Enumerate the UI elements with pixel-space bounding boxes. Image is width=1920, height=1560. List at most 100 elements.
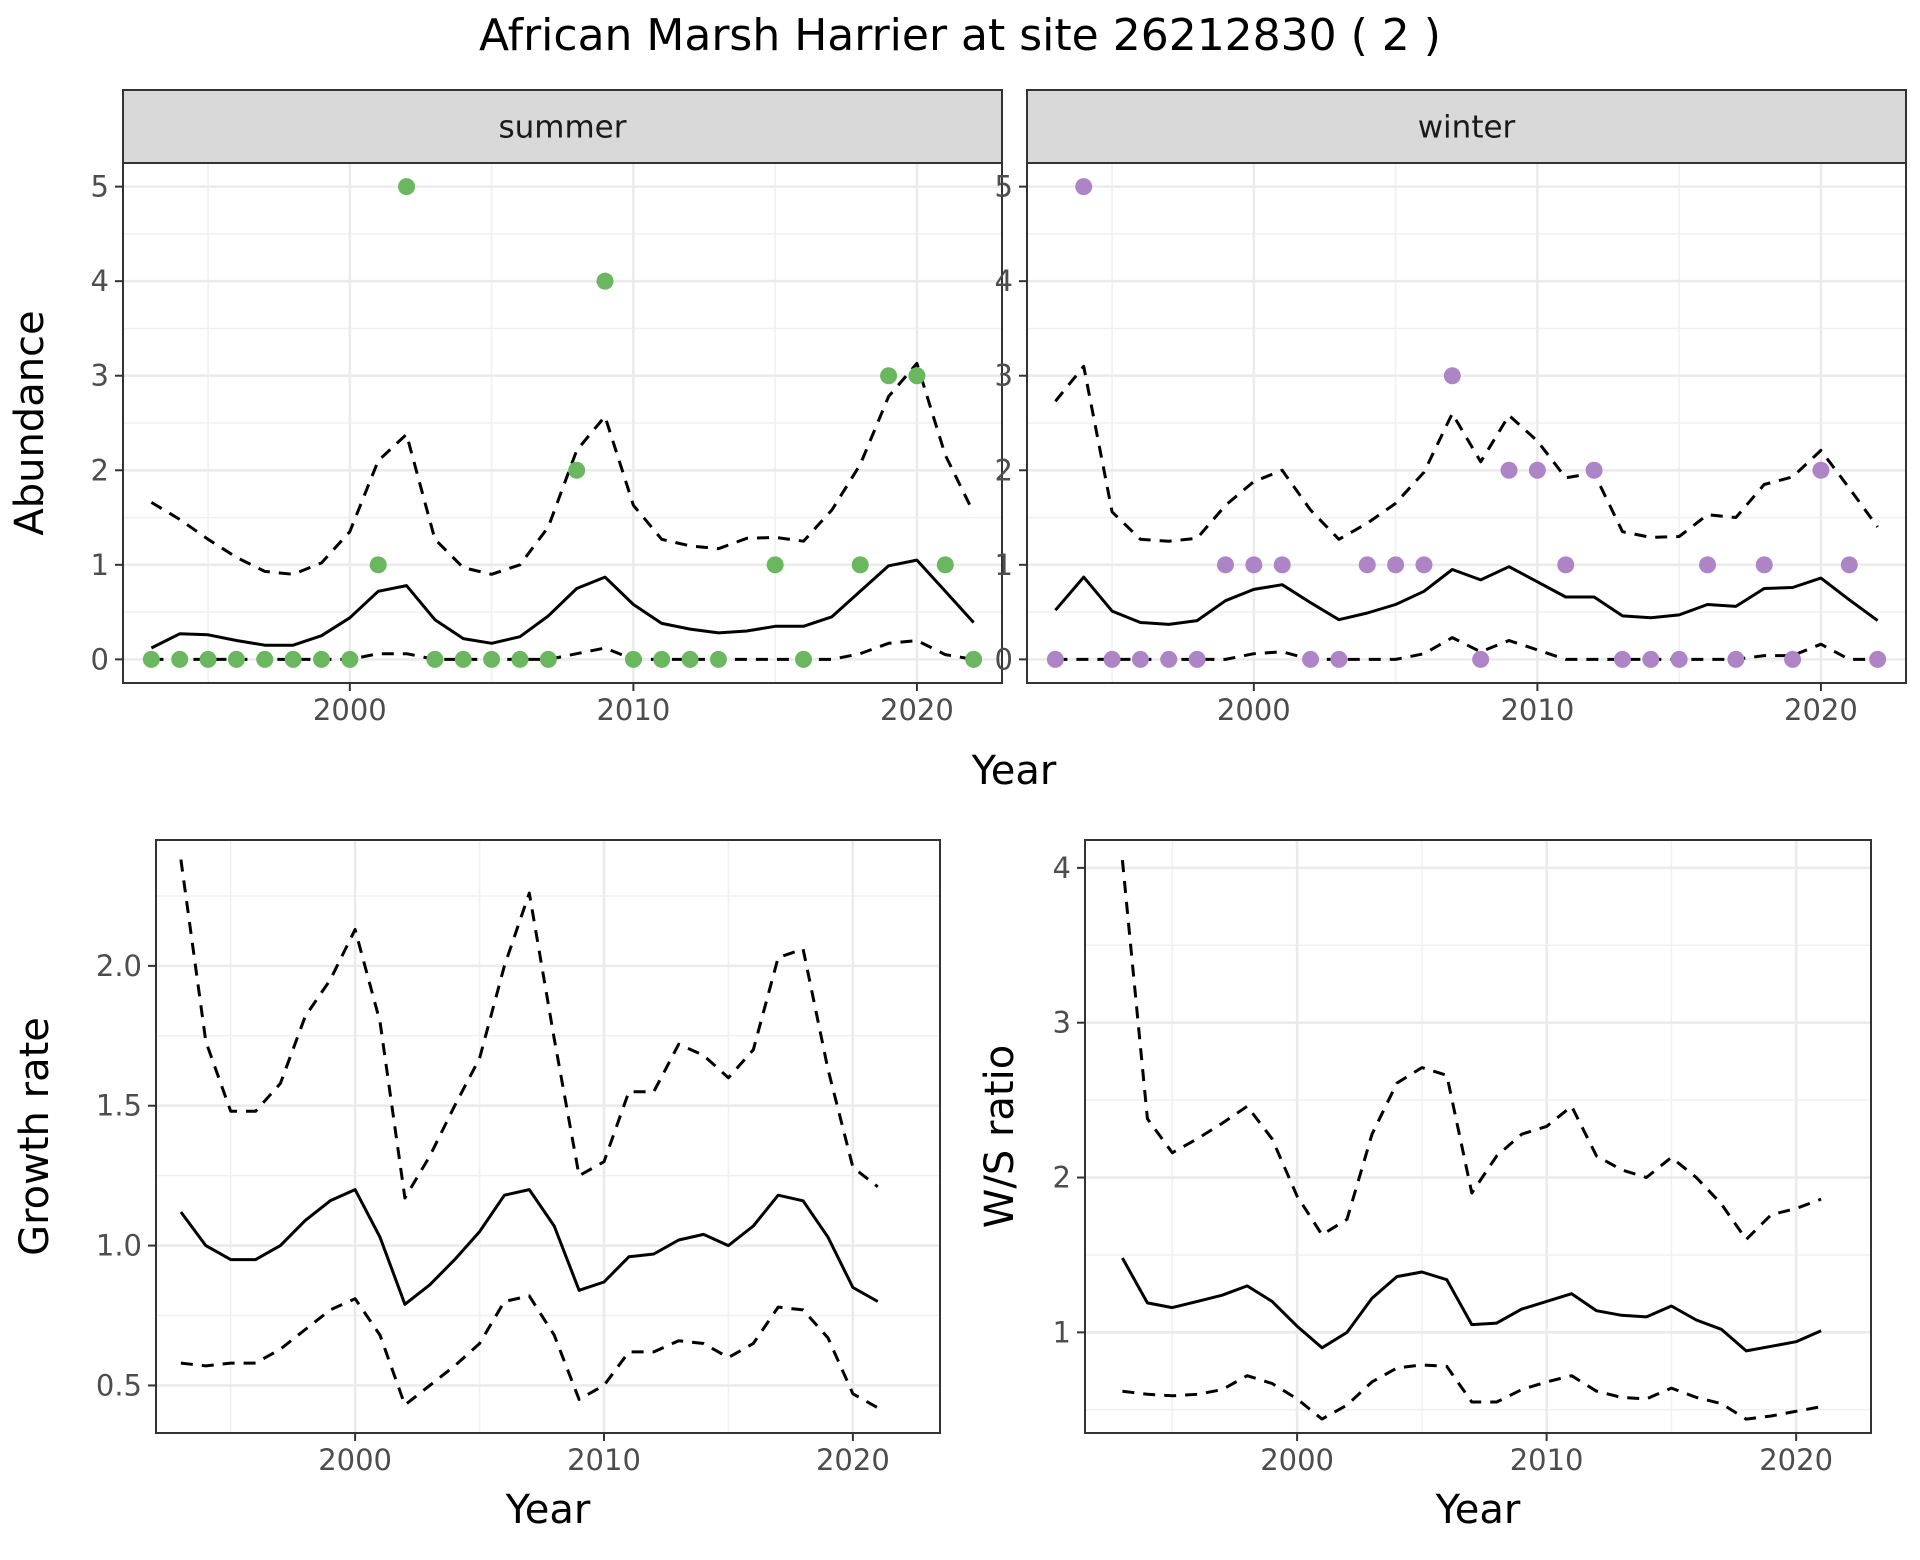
x-tick-label: 2010	[596, 693, 670, 727]
facet-strip	[1026, 89, 1907, 164]
upper-bound-line	[1120, 859, 1822, 1241]
data-point	[880, 367, 898, 385]
data-point	[596, 272, 614, 290]
data-point	[766, 556, 784, 574]
data-point	[1727, 650, 1745, 668]
x-tick-label: 2000	[313, 693, 387, 727]
data-point	[199, 650, 217, 668]
data-point	[1103, 650, 1121, 668]
panel-border	[1084, 839, 1872, 1434]
y-tick-label: 4	[91, 264, 109, 298]
panel-winter: winter 2000 2010 2020 0 1 2 3 4 5	[995, 89, 1907, 727]
data-point	[1869, 650, 1887, 668]
data-point	[1528, 461, 1546, 479]
data-point	[1330, 650, 1348, 668]
data-point	[1358, 556, 1376, 574]
data-point	[1472, 650, 1490, 668]
data-point	[653, 650, 671, 668]
x-tick-label: 2010	[567, 1443, 641, 1477]
data-point	[454, 650, 472, 668]
panel-summer: summer 2000 2010 2020 0 1 2 3 4 5 Abundance	[7, 89, 1003, 727]
x-tick-label: 2000	[318, 1443, 392, 1477]
data-point	[1557, 556, 1575, 574]
data-point	[1670, 650, 1688, 668]
data-point	[1245, 556, 1263, 574]
data-point	[709, 650, 727, 668]
data-point	[568, 461, 586, 479]
data-point	[851, 556, 869, 574]
x-tick-label: 2010	[1510, 1443, 1584, 1477]
upper-bound-line	[179, 859, 879, 1200]
y-tick-label: 4	[995, 264, 1013, 298]
data-point	[227, 650, 245, 668]
data-point	[171, 650, 189, 668]
y-tick-label: 0.5	[96, 1368, 142, 1402]
data-point	[483, 650, 501, 668]
x-axis-title: Year	[505, 1487, 591, 1533]
y-tick-label: 3	[91, 359, 109, 393]
data-point	[1216, 556, 1234, 574]
y-tick-label: 3	[995, 359, 1013, 393]
facet-strip	[122, 89, 1003, 164]
data-point	[1302, 650, 1320, 668]
data-point	[1443, 367, 1461, 385]
y-tick-label: 2	[91, 453, 109, 487]
y-tick-label: 5	[91, 170, 109, 204]
panels-layer: summer 2000 2010 2020 0 1 2 3 4 5 Abundance winter 2…	[7, 89, 1907, 1533]
data-point	[1699, 556, 1717, 574]
x-tick-label: 2020	[1759, 1443, 1833, 1477]
data-point	[936, 556, 954, 574]
data-point	[1585, 461, 1603, 479]
data-point	[398, 178, 416, 196]
data-point	[426, 650, 444, 668]
x-tick-label: 2000	[1260, 1443, 1334, 1477]
data-point	[1387, 556, 1405, 574]
data-point	[341, 650, 359, 668]
data-point	[1075, 178, 1093, 196]
y-axis-title: W/S ratio	[977, 1045, 1023, 1228]
x-tick-label: 2010	[1500, 693, 1574, 727]
data-point	[1500, 461, 1518, 479]
data-point	[1046, 650, 1064, 668]
data-point	[1613, 650, 1631, 668]
mean-line	[179, 1188, 879, 1306]
y-axis-title: Growth rate	[12, 1017, 58, 1256]
x-tick-label: 2000	[1217, 693, 1291, 727]
lower-bound-line	[1122, 1363, 1822, 1421]
data-point	[1131, 650, 1149, 668]
data-point	[908, 367, 926, 385]
data-point	[965, 650, 983, 668]
plot-background	[156, 840, 940, 1433]
y-tick-label: 1.5	[96, 1089, 142, 1123]
y-axis-title: Abundance	[7, 310, 53, 535]
data-point	[1160, 650, 1178, 668]
plot-background	[1085, 840, 1871, 1433]
data-point	[1840, 556, 1858, 574]
lower-bound-line	[180, 1294, 879, 1410]
data-point	[681, 650, 699, 668]
data-point	[1784, 650, 1802, 668]
y-tick-label: 5	[995, 170, 1013, 204]
data-point	[142, 650, 160, 668]
data-point	[1812, 461, 1830, 479]
y-tick-label: 1	[995, 548, 1013, 582]
upper-bound-line	[1054, 364, 1879, 543]
y-tick-label: 4	[1053, 851, 1071, 885]
y-tick-label: 3	[1053, 1006, 1071, 1040]
y-tick-label: 2.0	[96, 949, 142, 983]
x-tick-label: 2020	[880, 693, 954, 727]
data-point	[256, 650, 274, 668]
facet-strip-label: summer	[498, 110, 626, 146]
y-tick-label: 0	[91, 642, 109, 676]
facet-strip-label: winter	[1418, 110, 1516, 146]
data-point	[1755, 556, 1773, 574]
data-point	[511, 650, 529, 668]
shared-x-axis-title: Year	[971, 748, 1057, 794]
y-tick-label: 1	[91, 548, 109, 582]
mean-line	[1121, 1257, 1822, 1353]
panel-ratio: 2000 2010 2020 1 2 3 4 W/S ratio Year	[977, 839, 1872, 1533]
data-point	[1642, 650, 1660, 668]
x-tick-label: 2020	[1784, 693, 1858, 727]
data-point	[1273, 556, 1291, 574]
